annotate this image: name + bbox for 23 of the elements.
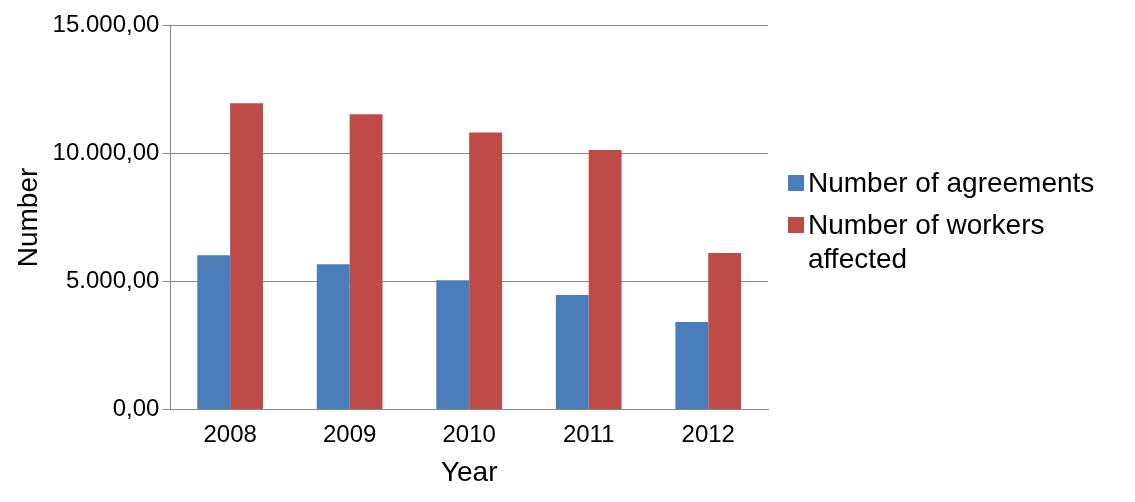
bar: [349, 114, 383, 410]
x-axis-title: Year: [440, 455, 498, 487]
bar: [230, 103, 263, 410]
bar: [197, 255, 231, 410]
y-tick-label: 5.000,00: [65, 266, 160, 294]
x-tick-label: 2012: [681, 419, 735, 447]
x-tick-label: 2010: [442, 419, 496, 447]
x-tick-label: 2009: [322, 419, 377, 447]
x-tick-label: 2008: [203, 419, 257, 447]
bar: [436, 280, 470, 410]
bar: [675, 322, 709, 410]
bar: [588, 149, 622, 410]
bar: [469, 132, 503, 410]
y-tick-label: 0,00: [112, 394, 160, 422]
bar: [555, 295, 589, 410]
y-tick-label: 15.000,00: [52, 10, 160, 38]
y-tick-label: 10.000,00: [52, 138, 160, 166]
bar: [708, 253, 742, 410]
legend-label: Number of agreements: [808, 166, 1095, 200]
legend-label: Number of workers affected: [808, 208, 1046, 276]
y-axis-title: Number: [11, 167, 43, 268]
bar: [316, 264, 350, 410]
x-tick-label: 2011: [562, 419, 615, 447]
